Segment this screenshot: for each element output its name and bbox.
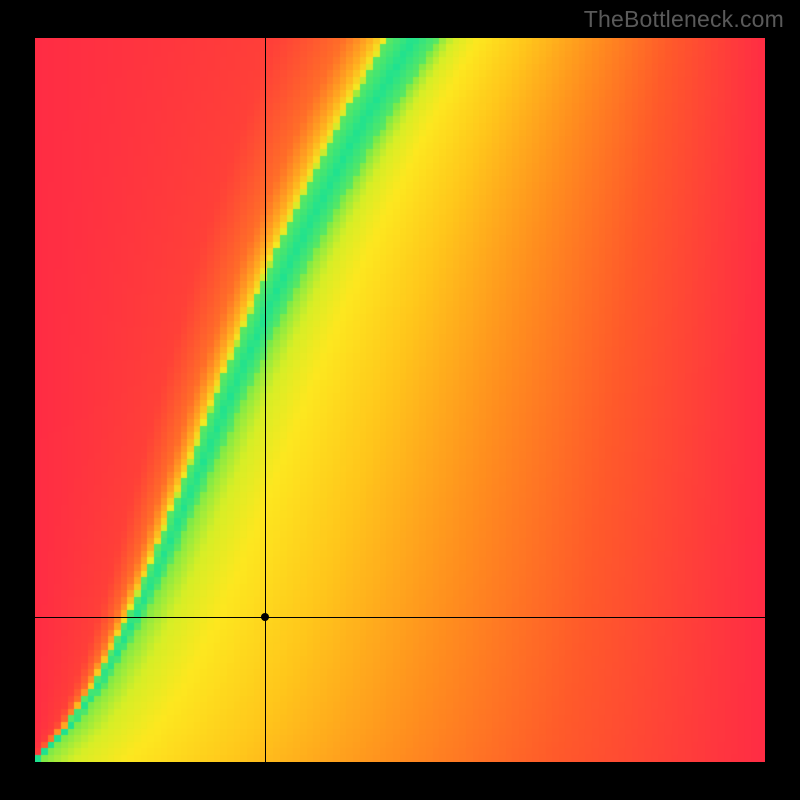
crosshair-marker-dot	[261, 613, 269, 621]
crosshair-vertical	[265, 38, 266, 762]
crosshair-horizontal	[35, 617, 765, 618]
heatmap-plot	[35, 38, 765, 762]
watermark-text: TheBottleneck.com	[584, 6, 784, 33]
heatmap-canvas	[35, 38, 765, 762]
